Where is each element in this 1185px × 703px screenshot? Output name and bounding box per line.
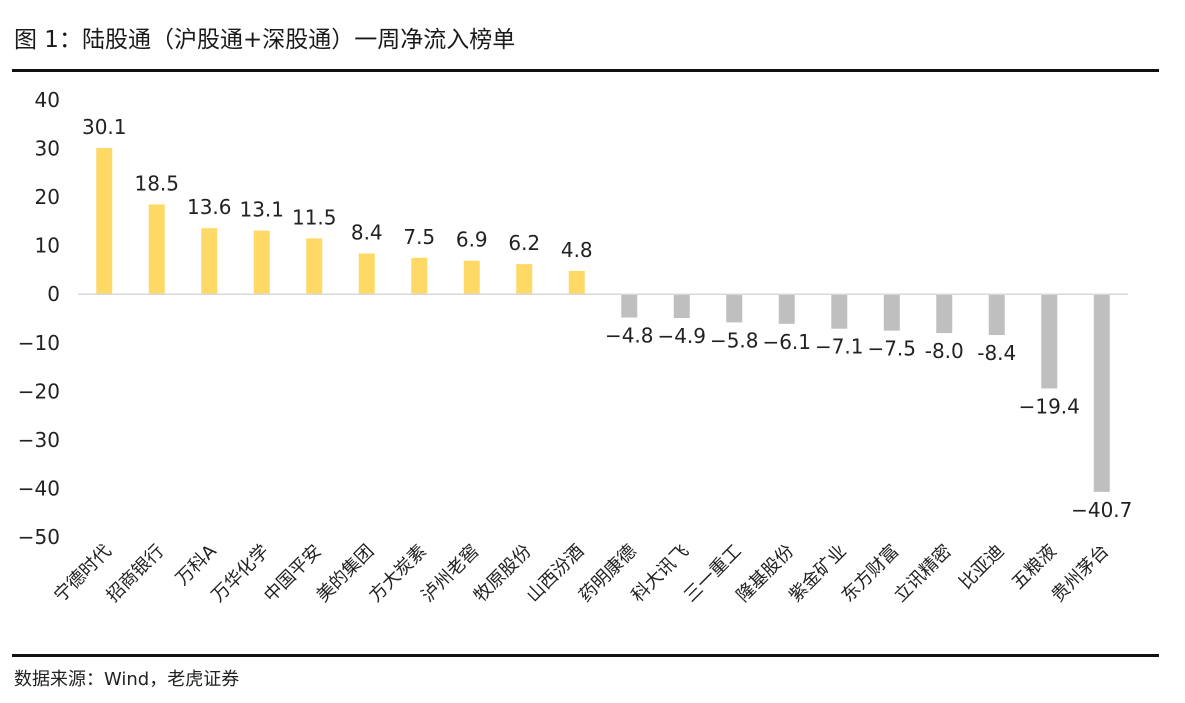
bar bbox=[621, 294, 638, 318]
bar-value-label: −19.4 bbox=[1019, 394, 1080, 418]
bar-value-label: 8.4 bbox=[351, 220, 383, 244]
value-labels: 30.118.513.6 13.1 11.58.4 7.5 6.9 6.2 4.8−4.8−… bbox=[82, 115, 1132, 522]
category-label: 贵州茅台 bbox=[1048, 541, 1114, 607]
category-label: 万华化学 bbox=[208, 541, 274, 607]
bar-value-label: 18.5 bbox=[134, 171, 179, 195]
bar-value-label: 6.9 bbox=[456, 228, 488, 252]
category-label: 宁德时代 bbox=[50, 541, 116, 607]
category-label: 立讯精密 bbox=[890, 541, 956, 607]
bar-value-label: −4.8 bbox=[605, 324, 654, 348]
y-tick-label: 20 bbox=[35, 185, 60, 209]
y-tick-label: −50 bbox=[18, 525, 60, 549]
category-label: 中国平安 bbox=[260, 541, 326, 607]
category-label: 牧原股份 bbox=[470, 541, 536, 607]
bars bbox=[96, 148, 1110, 492]
y-tick-label: 30 bbox=[35, 137, 60, 161]
y-tick-label: 10 bbox=[35, 234, 60, 258]
bar-value-label: 13.6 bbox=[187, 195, 232, 219]
category-label: 山西汾酒 bbox=[523, 541, 589, 607]
bar bbox=[831, 294, 848, 329]
bar-value-label: −7.5 bbox=[867, 337, 916, 361]
y-axis: 40 30 20 10 0 −10 −20 −30 −40 −50 bbox=[18, 88, 60, 549]
category-label: 紫金矿业 bbox=[785, 541, 851, 607]
bar bbox=[673, 294, 690, 319]
bar-value-label: -8.0 bbox=[925, 339, 964, 363]
bar-value-label: 30.1 bbox=[82, 115, 127, 139]
category-label: 隆基股份 bbox=[733, 541, 799, 607]
bar bbox=[778, 294, 795, 324]
bar-value-label: 6.2 bbox=[508, 231, 540, 255]
category-label: 招商银行 bbox=[103, 541, 169, 607]
bar bbox=[726, 294, 743, 323]
category-label: 三一重工 bbox=[680, 541, 746, 607]
category-label: 方大炭素 bbox=[365, 541, 431, 607]
bar bbox=[1041, 294, 1058, 389]
bar-value-label: −6.1 bbox=[762, 330, 811, 354]
category-label: 东方财富 bbox=[838, 541, 904, 607]
category-label: 泸州老窖 bbox=[418, 541, 484, 607]
bar bbox=[988, 294, 1005, 336]
bar bbox=[1093, 294, 1110, 492]
source-note: 数据来源：Wind，老虎证券 bbox=[14, 669, 240, 690]
bar bbox=[936, 294, 953, 334]
bar-value-label: −4.9 bbox=[657, 324, 706, 348]
y-tick-label: −30 bbox=[18, 428, 60, 452]
bar-value-label: −7.1 bbox=[815, 335, 864, 359]
bar bbox=[463, 260, 480, 295]
bar bbox=[96, 148, 113, 295]
bar bbox=[883, 294, 900, 331]
category-label: 万科A bbox=[172, 540, 221, 589]
bar bbox=[411, 257, 428, 295]
y-tick-label: −10 bbox=[18, 331, 60, 355]
bar bbox=[253, 230, 270, 295]
bar bbox=[568, 270, 585, 295]
bar-value-label: 13.1 bbox=[239, 198, 284, 222]
bottom-rule bbox=[12, 654, 1159, 657]
bar bbox=[201, 228, 218, 295]
bar bbox=[148, 204, 165, 295]
bar-value-label: −5.8 bbox=[710, 328, 759, 352]
category-label: 比亚迪 bbox=[955, 541, 1008, 594]
top-rule bbox=[12, 69, 1159, 72]
bar bbox=[358, 253, 375, 295]
bar-value-label: −40.7 bbox=[1071, 498, 1132, 522]
bar bbox=[516, 264, 533, 295]
bar-value-label: 4.8 bbox=[561, 238, 593, 262]
y-tick-label: −40 bbox=[18, 476, 60, 500]
bar-value-label: -8.4 bbox=[977, 341, 1016, 365]
category-label: 科大讯飞 bbox=[628, 541, 694, 607]
category-label: 美的集团 bbox=[313, 541, 379, 607]
bar bbox=[306, 238, 323, 295]
bar-value-label: 11.5 bbox=[292, 205, 337, 229]
y-tick-label: 40 bbox=[35, 88, 60, 112]
y-tick-label: −20 bbox=[18, 379, 60, 403]
chart-title: 图 1：陆股通（沪股通+深股通）一周净流入榜单 bbox=[14, 27, 516, 53]
y-tick-label: 0 bbox=[47, 282, 60, 306]
bar-value-label: 7.5 bbox=[403, 225, 435, 249]
category-label: 药明康德 bbox=[575, 541, 641, 607]
